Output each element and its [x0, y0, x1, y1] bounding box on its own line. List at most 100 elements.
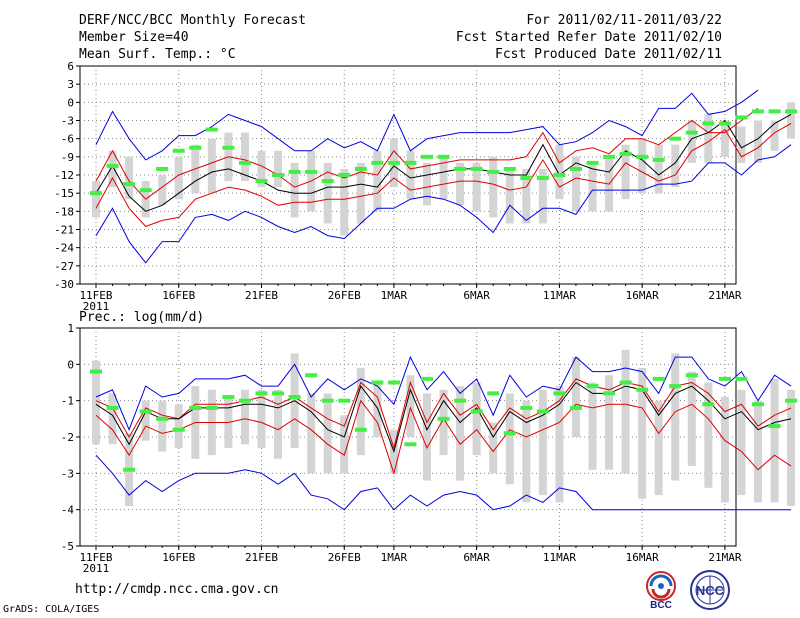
temp-observed-marker: [338, 173, 351, 177]
prec-spread-box: [158, 400, 167, 452]
prec-xtick-label: 16MAR: [626, 551, 659, 564]
prec-observed-marker: [470, 409, 483, 414]
prec-spread-box: [555, 386, 564, 503]
temp-observed-marker: [255, 179, 268, 184]
prec-spread-box: [174, 404, 183, 448]
temp-spread-box: [522, 168, 531, 224]
temp-observed-marker: [437, 154, 450, 159]
grads-credit: GrADS: COLA/IGES: [3, 604, 100, 615]
prec-observed-marker: [685, 373, 698, 378]
member-size-label: Member Size=40: [79, 30, 189, 45]
temp-observed-marker: [503, 166, 516, 171]
temp-xtick-label: 16MAR: [626, 289, 659, 302]
prec-observed-marker: [404, 442, 417, 447]
temp-ytick-label: -27: [54, 260, 74, 273]
temp-spread-box: [373, 150, 382, 212]
prec-spread-box: [307, 393, 316, 474]
temp-observed-marker: [139, 188, 152, 193]
temp-xtick-label: 1MAR: [381, 289, 408, 302]
temp-spread-box: [787, 102, 796, 139]
temp-observed-marker: [90, 191, 102, 196]
forecast-period-label: For 2011/02/11-2011/03/22: [526, 13, 722, 28]
prec-observed-marker: [768, 424, 781, 429]
temp-spread-box: [174, 156, 183, 200]
prec-spread-box: [141, 400, 150, 441]
prec-spread-box: [571, 357, 580, 437]
prec-observed-marker: [238, 398, 251, 403]
temp-observed-marker: [387, 160, 400, 165]
temp-observed-marker: [603, 154, 616, 159]
prec-spread-box: [274, 389, 283, 459]
temp-observed-marker: [288, 169, 301, 174]
prec-xtick-label: 1MAR: [381, 551, 408, 564]
temp-observed-marker: [156, 166, 169, 171]
source-url-link[interactable]: http://cmdp.ncc.cma.gov.cn: [75, 582, 279, 597]
temp-observed-marker: [272, 173, 285, 177]
prec-spread-box: [638, 367, 647, 499]
ncc-logo-icon: NCC: [690, 570, 730, 610]
temp-observed-marker: [123, 182, 136, 187]
prec-spread-box: [522, 400, 531, 503]
prec-spread-box: [654, 400, 663, 496]
produced-date-label: Fcst Produced Date 2011/02/11: [495, 47, 722, 62]
temperature-title: Mean Surf. Temp.: °C: [79, 47, 236, 62]
temp-spread-box: [754, 120, 762, 163]
ncc-logo-text: NCC: [696, 583, 725, 598]
temp-spread-box: [406, 150, 415, 200]
prec-xtick-label: 11FEB: [79, 551, 112, 564]
temp-observed-marker: [652, 157, 665, 162]
temp-spread-box: [340, 168, 349, 236]
prec-ytick-label: -4: [61, 504, 75, 517]
temp-ytick-label: -18: [54, 205, 74, 218]
prec-spread-box: [340, 415, 349, 474]
temp-ytick-label: -24: [54, 242, 74, 255]
bcc-logo-text: BCC: [650, 600, 672, 610]
temp-spread-box: [274, 150, 283, 188]
temp-spread-box: [555, 144, 564, 200]
temp-ytick-label: 3: [67, 78, 74, 91]
temp-spread-box: [720, 120, 729, 157]
prec-year-label: 2011: [83, 562, 110, 575]
prec-ytick-label: -1: [61, 395, 74, 408]
prec-observed-marker: [718, 376, 731, 381]
temp-observed-marker: [636, 154, 649, 159]
prec-spread-box: [423, 393, 431, 481]
temp-spread-box: [158, 175, 167, 206]
temp-observed-marker: [702, 121, 715, 126]
temp-observed-marker: [735, 115, 748, 120]
temp-xtick-label: 21MAR: [708, 289, 741, 302]
temp-observed-marker: [189, 145, 202, 150]
temp-spread-box: [687, 120, 696, 163]
temp-ytick-label: -6: [61, 133, 74, 146]
prec-observed-marker: [106, 405, 119, 410]
temp-spread-box: [588, 162, 597, 212]
temp-observed-marker: [685, 130, 698, 135]
prec-ytick-label: 0: [67, 358, 74, 371]
temp-observed-marker: [487, 169, 500, 174]
temp-spread-box: [489, 156, 498, 218]
temp-xtick-label: 11MAR: [543, 289, 576, 302]
temp-spread-box: [257, 150, 266, 188]
temp-spread-box: [671, 144, 680, 188]
temp-observed-marker: [421, 154, 433, 159]
temp-xtick-label: 21FEB: [245, 289, 278, 302]
temp-observed-marker: [305, 169, 318, 174]
prec-observed-marker: [387, 380, 400, 385]
temp-xtick-label: 26FEB: [328, 289, 361, 302]
temp-ytick-label: -9: [61, 151, 74, 164]
temp-spread-box: [125, 156, 134, 200]
prec-observed-marker: [139, 409, 152, 414]
temp-spread-box: [621, 144, 630, 200]
prec-xtick-label: 21FEB: [245, 551, 278, 564]
prec-observed-marker: [636, 387, 649, 392]
prec-spread-box: [257, 389, 266, 448]
temp-spread-box: [108, 150, 117, 188]
prec-spread-box: [240, 389, 249, 445]
temp-spread-box: [356, 162, 365, 224]
prec-spread-box: [108, 393, 117, 445]
prec-spread-box: [588, 382, 597, 470]
prec-spread-box: [456, 386, 465, 481]
prec-observed-marker: [354, 427, 367, 432]
prec-spread-box: [770, 378, 779, 503]
prec-spread-box: [720, 397, 729, 503]
